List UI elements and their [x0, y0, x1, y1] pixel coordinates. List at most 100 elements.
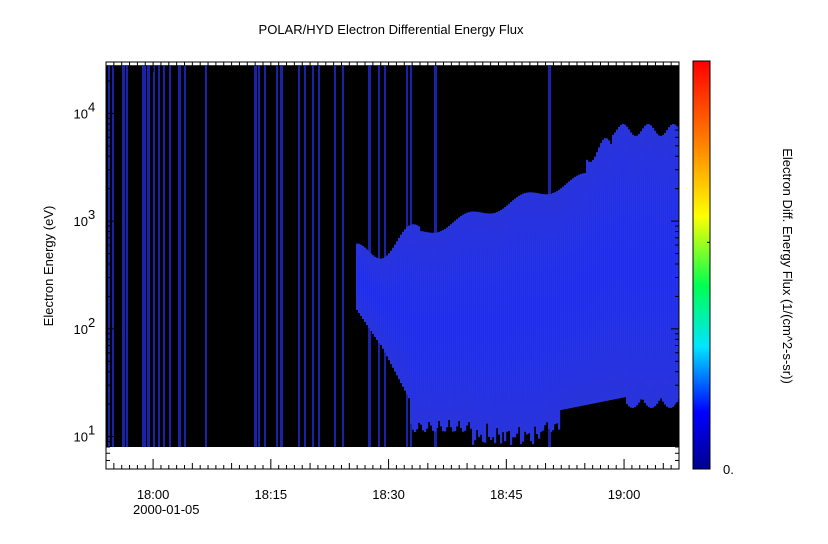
y-tick-exponent: 3 — [88, 207, 95, 222]
flux-column — [414, 224, 417, 432]
flux-column — [606, 138, 609, 401]
flux-column — [508, 203, 511, 431]
date-label: 2000-01-05 — [133, 502, 200, 517]
flux-column — [554, 192, 557, 425]
y-tick-label: 10 — [74, 322, 88, 337]
flux-column — [538, 193, 541, 439]
flux-column — [642, 128, 645, 400]
flux-column — [616, 129, 619, 399]
flux-stripe — [312, 65, 314, 448]
flux-column — [510, 201, 513, 445]
flux-column — [506, 205, 509, 432]
flux-column — [674, 124, 677, 405]
flux-column — [624, 124, 627, 398]
flux-column — [654, 130, 657, 407]
x-axis: 18:00 18:15 18:30 18:45 19:00 — [105, 62, 680, 502]
flux-column — [454, 220, 457, 432]
flux-column — [630, 132, 633, 408]
flux-column — [598, 147, 601, 403]
flux-column — [362, 245, 365, 319]
flux-stripe — [342, 65, 344, 448]
flux-column — [580, 173, 583, 406]
flux-stripe — [126, 65, 128, 448]
flux-column — [600, 143, 603, 403]
flux-column — [402, 231, 405, 387]
flux-column — [628, 129, 631, 407]
flux-column — [490, 213, 493, 440]
flux-column — [438, 231, 441, 421]
flux-column — [588, 161, 591, 405]
flux-column — [574, 176, 577, 408]
flux-stripe — [276, 65, 278, 448]
flux-column — [646, 124, 649, 406]
flux-column — [388, 253, 391, 361]
flux-column — [474, 211, 477, 441]
flux-column — [602, 139, 605, 402]
flux-stripe — [318, 65, 320, 448]
y-tick-exponent: 2 — [88, 315, 95, 330]
flux-column — [572, 178, 575, 408]
flux-stripe — [169, 65, 171, 448]
flux-column — [522, 193, 525, 442]
flux-column — [456, 219, 459, 427]
y-tick-exponent: 4 — [88, 99, 95, 114]
colorbar-label: Electron Diff. Energy Flux (1/(cm^2-s-sr… — [780, 148, 795, 384]
colorbar-ticks: 0.5×10710×10715×107 — [693, 241, 734, 477]
flux-column — [440, 231, 443, 427]
flux-column — [670, 124, 673, 408]
flux-stripe — [112, 65, 114, 448]
flux-column — [528, 192, 531, 434]
flux-stripe — [153, 65, 155, 448]
flux-column — [406, 227, 409, 395]
x-tick-label: 19:00 — [608, 487, 641, 502]
flux-column — [462, 214, 465, 432]
flux-column — [568, 181, 571, 409]
flux-column — [596, 152, 599, 403]
flux-stripe — [298, 65, 300, 448]
flux-column — [478, 212, 481, 438]
flux-column — [548, 194, 551, 429]
flux-column — [494, 212, 497, 444]
flux-stripe — [384, 65, 386, 448]
flux-column — [664, 132, 667, 405]
flux-column — [380, 258, 383, 345]
flux-column — [500, 209, 503, 444]
flux-column — [552, 193, 555, 431]
flux-column — [502, 208, 505, 433]
y-tick-label: 10 — [74, 214, 88, 229]
flux-column — [418, 226, 421, 423]
flux-column — [672, 124, 675, 407]
flux-column — [416, 225, 419, 430]
flux-stripe — [304, 65, 306, 448]
flux-column — [550, 193, 553, 432]
flux-column — [622, 124, 625, 398]
flux-column — [518, 195, 521, 428]
flux-stripe — [280, 65, 283, 448]
flux-column — [578, 174, 581, 407]
flux-column — [372, 255, 375, 334]
flux-column — [526, 192, 529, 435]
flux-column — [460, 215, 463, 429]
flux-column — [594, 156, 597, 404]
flux-column — [384, 257, 387, 353]
colorbar-gradient — [692, 60, 711, 470]
y-tick-label: 10 — [74, 430, 88, 445]
flux-column — [498, 211, 501, 435]
x-tick-label: 18:00 — [137, 487, 170, 502]
flux-column — [566, 183, 569, 409]
flux-column — [400, 234, 403, 383]
flux-column — [534, 192, 537, 427]
flux-column — [514, 198, 517, 438]
flux-column — [412, 224, 415, 430]
flux-column — [650, 125, 653, 408]
flux-column — [442, 230, 445, 432]
flux-stripe — [158, 65, 160, 448]
flux-column — [394, 244, 397, 372]
flux-column — [430, 232, 433, 426]
flux-column — [426, 232, 429, 429]
flux-column — [396, 241, 399, 376]
flux-column — [360, 244, 363, 316]
y-axis-label: Electron Energy (eV) — [41, 206, 56, 327]
flux-column — [492, 213, 495, 438]
